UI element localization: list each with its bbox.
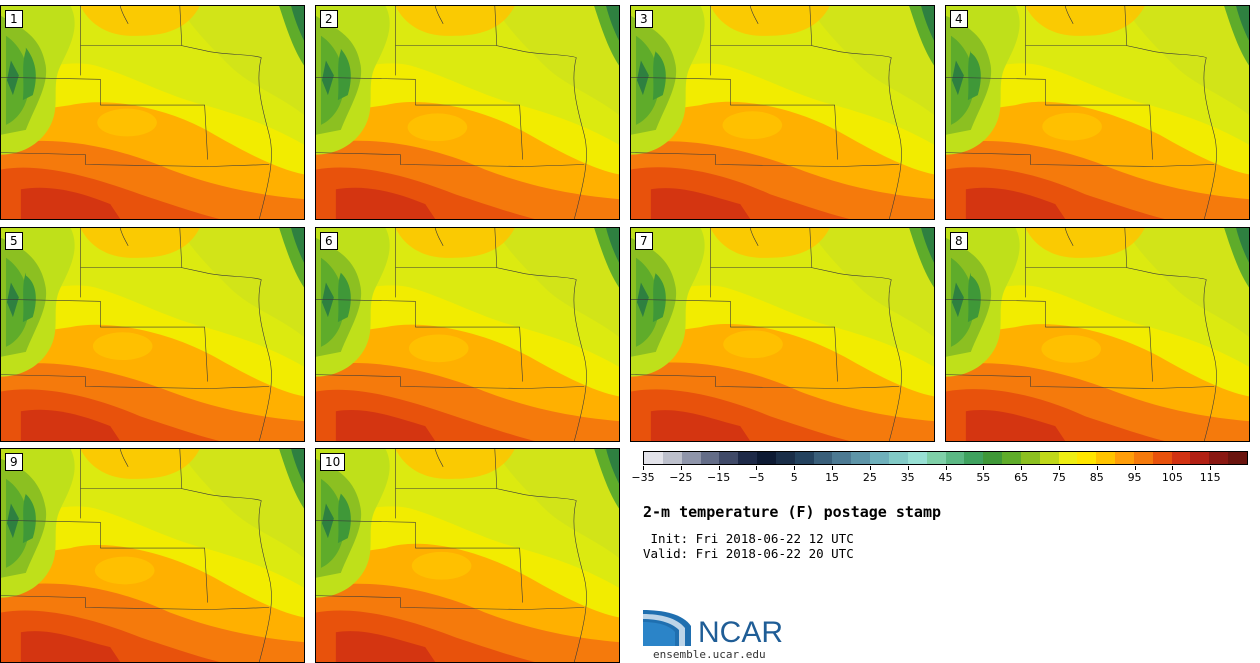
site-url: ensemble.ucar.edu bbox=[653, 648, 766, 661]
colorbar-tick bbox=[643, 466, 644, 470]
colorbar-swatch bbox=[681, 452, 701, 464]
colorbar-tick-label: 15 bbox=[825, 471, 840, 484]
colorbar-swatch bbox=[1171, 452, 1191, 464]
colorbar-tick bbox=[1058, 466, 1060, 470]
panel-number: 2 bbox=[320, 10, 338, 28]
colorbar-tick-label: 25 bbox=[862, 471, 877, 484]
plot-title: 2-m temperature (F) postage stamp bbox=[643, 503, 942, 521]
colorbar-tick-label: 95 bbox=[1127, 471, 1142, 484]
panel-number: 6 bbox=[320, 232, 338, 250]
map-panel-1: 1 bbox=[0, 5, 305, 220]
colorbar-swatch bbox=[1077, 452, 1097, 464]
map-panel-2: 2 bbox=[315, 5, 620, 220]
colorbar-tick bbox=[1172, 466, 1174, 470]
colorbar-swatch bbox=[888, 452, 908, 464]
colorbar-tick-label: 115 bbox=[1199, 471, 1221, 484]
colorbar-swatch bbox=[1039, 452, 1059, 464]
colorbar-tick bbox=[1134, 466, 1136, 470]
colorbar-swatch bbox=[1209, 452, 1229, 464]
colorbar-swatch bbox=[757, 452, 776, 464]
panel-number: 10 bbox=[320, 453, 346, 471]
colorbar-tick bbox=[718, 466, 720, 470]
colorbar-swatch bbox=[1228, 452, 1247, 464]
colorbar-swatch bbox=[775, 452, 795, 464]
colorbar-tick bbox=[794, 466, 796, 470]
panel-number: 5 bbox=[5, 232, 23, 250]
colorbar-tick bbox=[1096, 466, 1098, 470]
colorbar-swatch bbox=[1096, 452, 1116, 464]
colorbar-swatch bbox=[662, 452, 682, 464]
colorbar-tick bbox=[869, 466, 871, 470]
panel-number: 3 bbox=[635, 10, 653, 28]
colorbar-swatch bbox=[926, 452, 946, 464]
colorbar-tick-label: 55 bbox=[976, 471, 991, 484]
colorbar-swatch bbox=[794, 452, 814, 464]
colorbar-swatch bbox=[832, 452, 852, 464]
map-panel-7: 7 bbox=[630, 227, 935, 442]
colorbar-swatch bbox=[700, 452, 720, 464]
colorbar-tick-label: 5 bbox=[790, 471, 798, 484]
colorbar-tick-label: 75 bbox=[1051, 471, 1066, 484]
map-panel-4: 4 bbox=[945, 5, 1250, 220]
colorbar-tick bbox=[680, 466, 682, 470]
colorbar-tick-label: 35 bbox=[900, 471, 915, 484]
colorbar-swatch bbox=[983, 452, 1003, 464]
panel-number: 7 bbox=[635, 232, 653, 250]
colorbar-swatch bbox=[1190, 452, 1210, 464]
colorbar-tick bbox=[1210, 466, 1212, 470]
colorbar-swatch bbox=[1002, 452, 1021, 464]
panel-number: 4 bbox=[950, 10, 968, 28]
colorbar-swatch bbox=[945, 452, 965, 464]
colorbar-swatch bbox=[851, 452, 871, 464]
colorbar-tick-label: 45 bbox=[938, 471, 953, 484]
colorbar-tick-label: 65 bbox=[1014, 471, 1029, 484]
colorbar-tick bbox=[945, 466, 947, 470]
map-panel-10: 10 bbox=[315, 448, 620, 663]
colorbar-tick-label: −25 bbox=[669, 471, 693, 484]
colorbar-tick-label: 85 bbox=[1089, 471, 1104, 484]
ncar-wordmark: NCAR bbox=[698, 616, 784, 649]
map-panel-8: 8 bbox=[945, 227, 1250, 442]
colorbar-tick-label: 105 bbox=[1161, 471, 1183, 484]
colorbar-swatch bbox=[738, 452, 758, 464]
map-panel-3: 3 bbox=[630, 5, 935, 220]
colorbar-tick bbox=[832, 466, 834, 470]
colorbar-swatch bbox=[964, 452, 984, 464]
colorbar-swatch bbox=[813, 452, 833, 464]
colorbar-tick bbox=[1021, 466, 1023, 470]
ncar-logo-icon bbox=[643, 610, 691, 646]
map-panel-9: 9 bbox=[0, 448, 305, 663]
panel-number: 1 bbox=[5, 10, 23, 28]
colorbar-swatch bbox=[1152, 452, 1172, 464]
map-panel-5: 5 bbox=[0, 227, 305, 442]
colorbar-swatch bbox=[907, 452, 927, 464]
panel-number: 8 bbox=[950, 232, 968, 250]
colorbar-ticks: −35 −25 −15 −5 5 15 25 35 45 55 65 75 85 95 105 115 bbox=[631, 466, 1248, 486]
colorbar-tick-label: −15 bbox=[707, 471, 731, 484]
colorbar-tick-label: −35 bbox=[631, 471, 655, 484]
colorbar-tick-label: −5 bbox=[748, 471, 765, 484]
colorbar-swatch bbox=[719, 452, 739, 464]
colorbar-swatch bbox=[1115, 452, 1134, 464]
init-time: Init: Fri 2018-06-22 12 UTC bbox=[643, 531, 854, 546]
valid-time: Valid: Fri 2018-06-22 20 UTC bbox=[643, 546, 854, 561]
colorbar-tick bbox=[907, 466, 909, 470]
colorbar-tick bbox=[756, 466, 758, 470]
map-panel-6: 6 bbox=[315, 227, 620, 442]
colorbar-tick bbox=[983, 466, 985, 470]
colorbar bbox=[643, 451, 1248, 465]
colorbar-swatch bbox=[1133, 452, 1153, 464]
panel-number: 9 bbox=[5, 453, 23, 471]
colorbar-swatch bbox=[1020, 452, 1040, 464]
colorbar-swatch bbox=[1058, 452, 1078, 464]
colorbar-swatch bbox=[870, 452, 889, 464]
colorbar-swatch bbox=[644, 452, 663, 464]
